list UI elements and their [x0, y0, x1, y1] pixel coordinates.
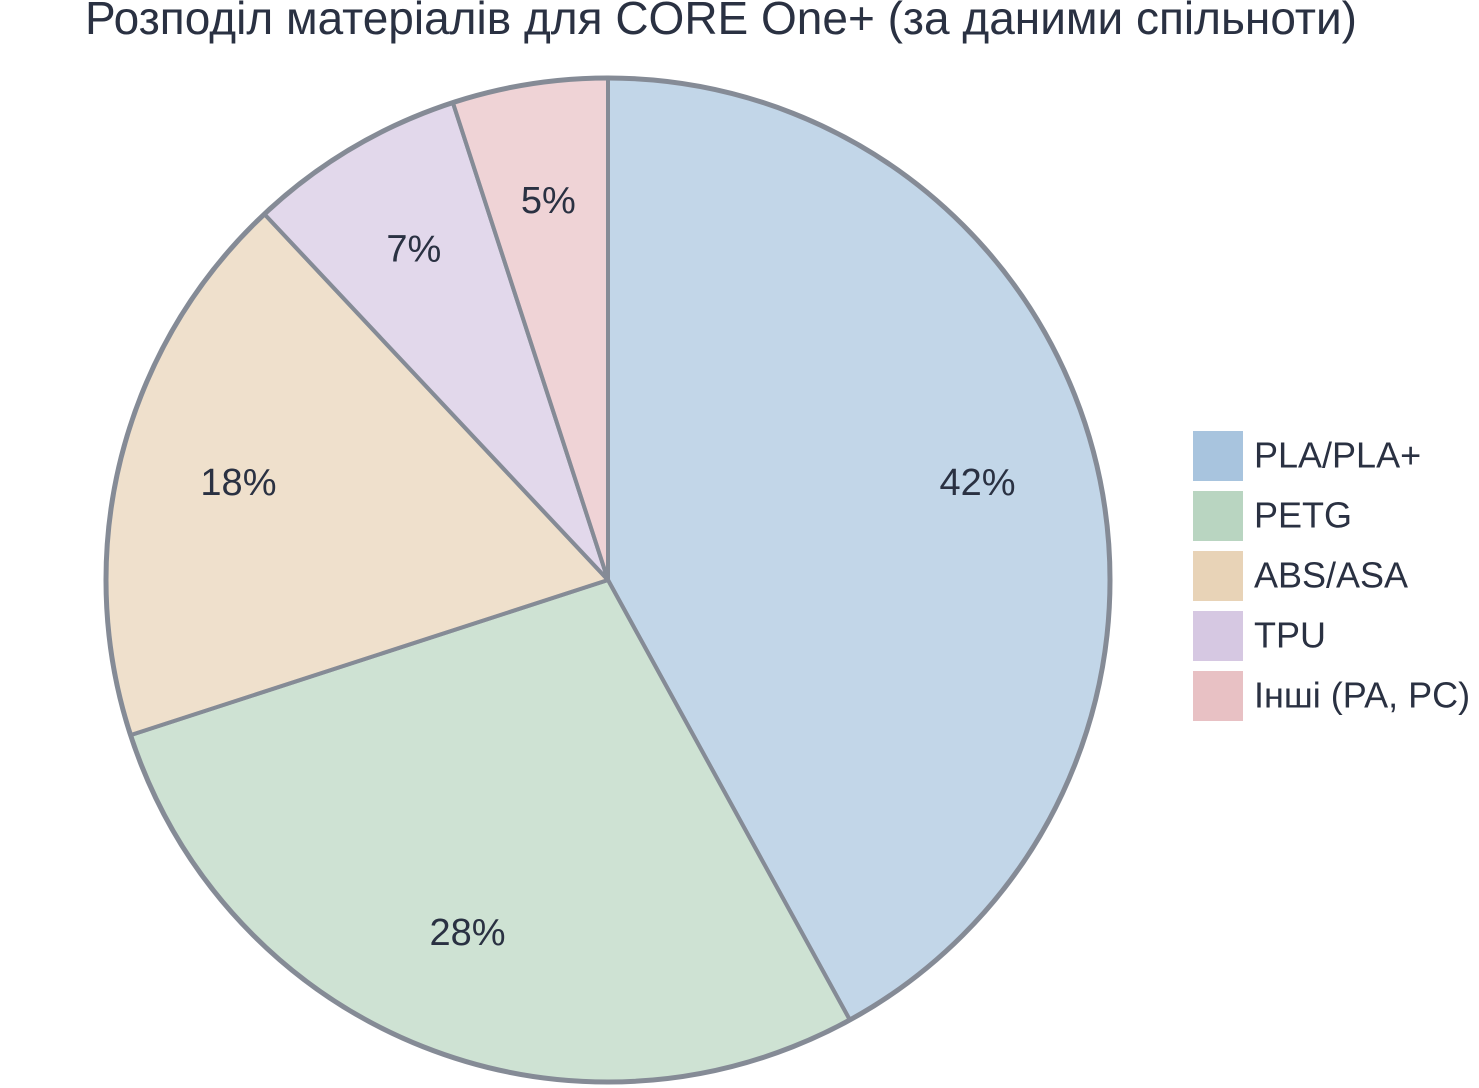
chart-title: Розподіл матеріалів для CORE One+ (за да… — [85, 0, 1357, 44]
legend-label: TPU — [1254, 615, 1326, 656]
pie-outline — [103, 75, 1113, 1085]
slice-label: 5% — [521, 180, 576, 222]
slice-label: 18% — [200, 462, 276, 504]
legend-swatch — [1193, 551, 1243, 601]
legend-swatch — [1193, 491, 1243, 541]
legend-label: Інші (PA, PC) — [1254, 675, 1470, 716]
legend-label: PLA/PLA+ — [1254, 435, 1421, 476]
legend-swatch — [1193, 671, 1243, 721]
legend-label: PETG — [1254, 495, 1352, 536]
slice-label: 42% — [940, 462, 1016, 504]
legend-swatch — [1193, 431, 1243, 481]
legend-label: ABS/ASA — [1254, 555, 1408, 596]
slice-label: 28% — [430, 912, 506, 954]
legend-swatch — [1193, 611, 1243, 661]
slice-label: 7% — [386, 229, 441, 271]
